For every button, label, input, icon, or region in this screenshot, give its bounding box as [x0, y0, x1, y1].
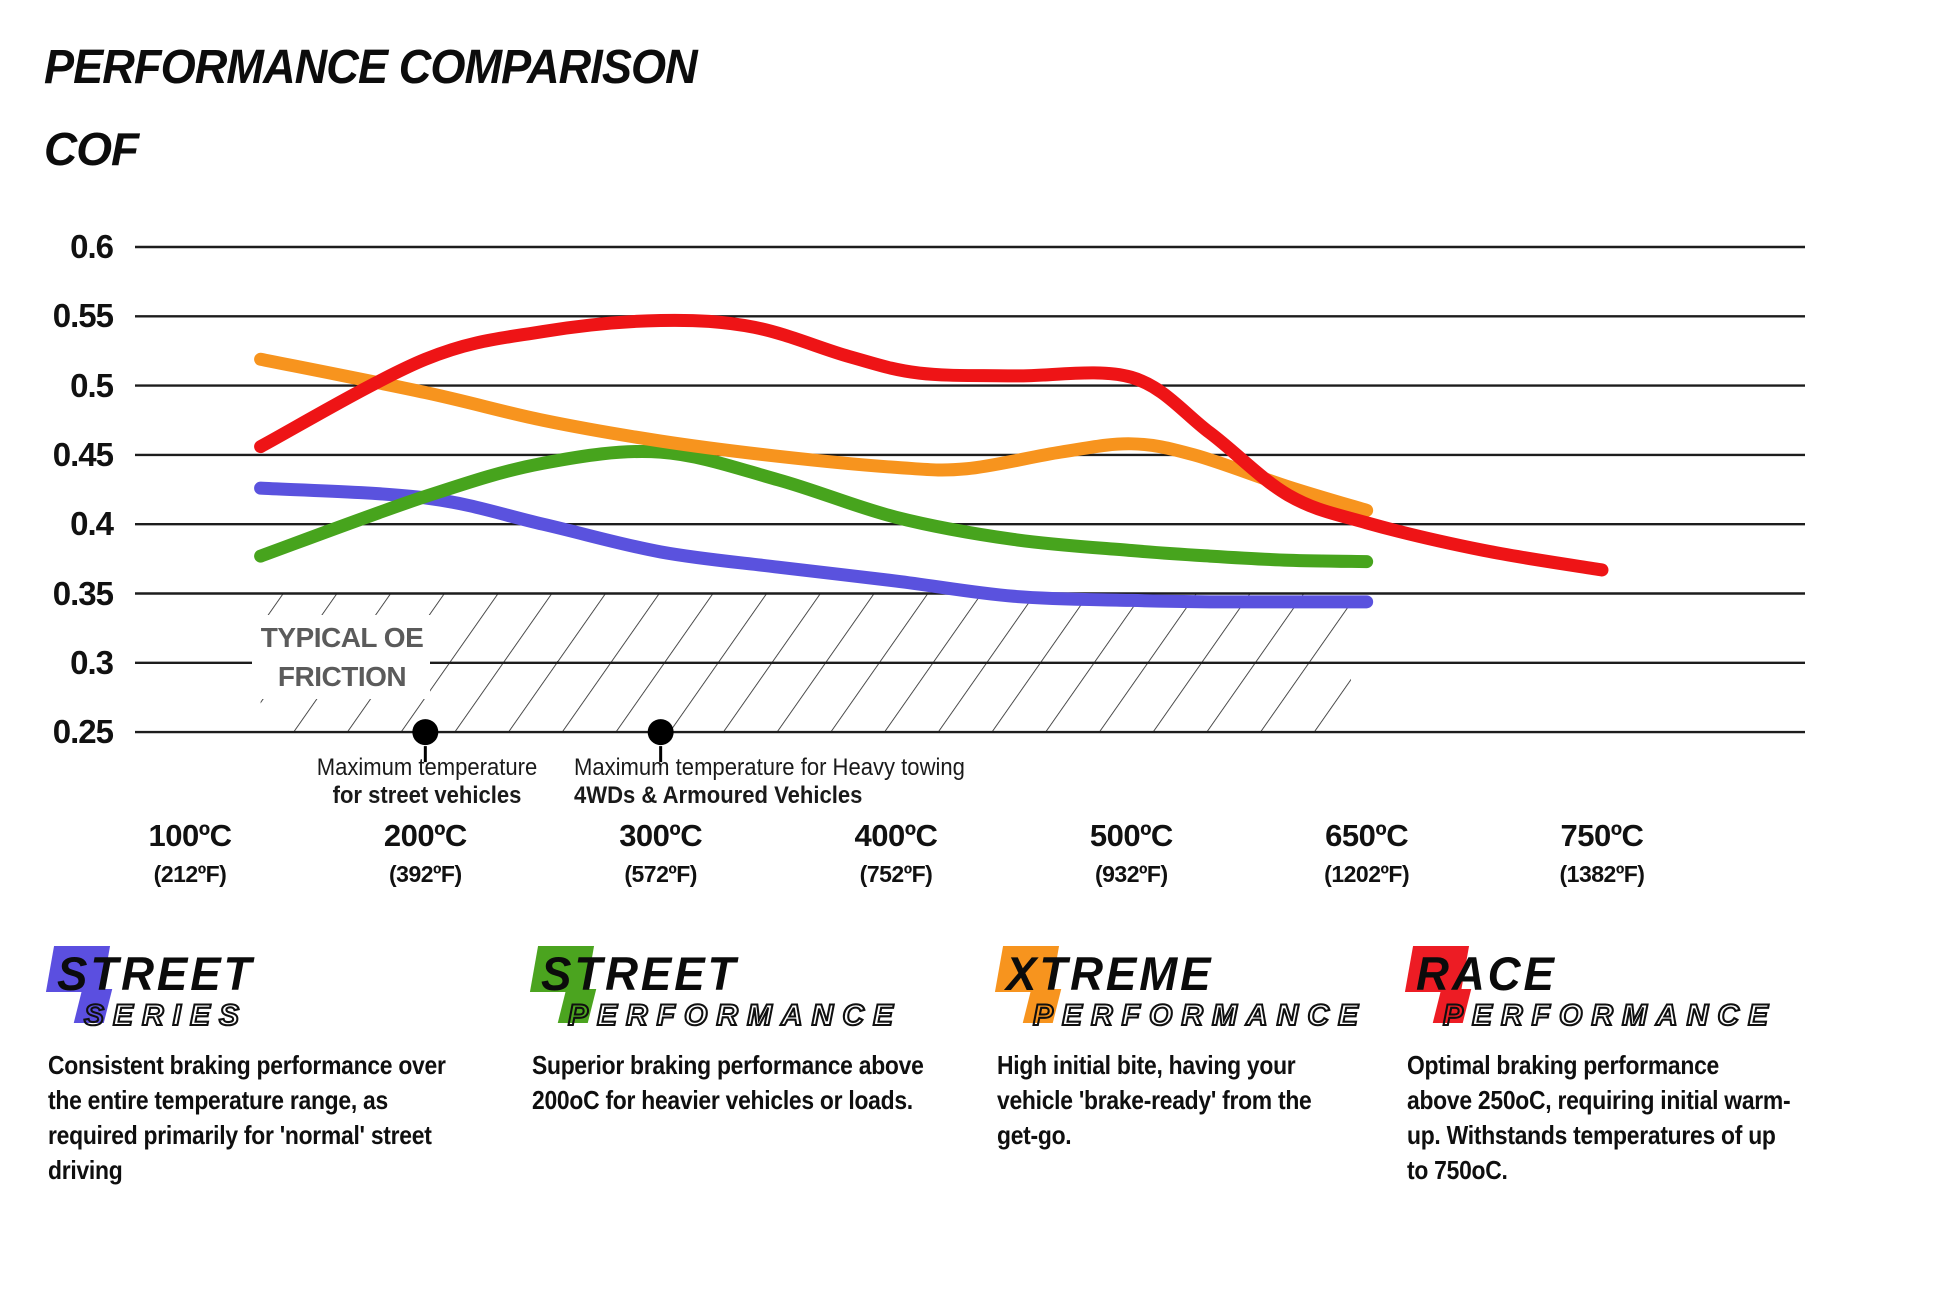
y-axis-title: COF: [44, 123, 139, 175]
y-tick-label-0.55: 0.55: [52, 297, 114, 335]
annotation-heavy-towing: Maximum temperature for Heavy towing 4WD…: [574, 754, 965, 810]
x-tick-label-300c: 300ºC (572ºF): [541, 818, 781, 888]
x-tick-label-400c: 400ºC (752ºF): [776, 818, 1016, 888]
x-tick-celsius: 200ºC: [383, 818, 467, 853]
street-series-word1: STREET: [57, 947, 255, 1000]
x-tick-label-650c: 650ºC (1202ºF): [1247, 818, 1487, 888]
x-tick-fahrenheit: (392ºF): [389, 861, 462, 887]
x-tick-celsius: 750ºC: [1560, 818, 1644, 853]
x-tick-fahrenheit: (1202ºF): [1324, 861, 1410, 887]
street-series-logo: STREET SERIES: [45, 944, 516, 1046]
street-series-word2: SERIES: [83, 998, 249, 1033]
y-tick-label-0.4: 0.4: [70, 505, 114, 543]
street-performance-logo: STREET PERFORMANCE: [529, 944, 1000, 1046]
race-performance-description: Optimal braking performance above 250oC,…: [1407, 1050, 1791, 1185]
x-tick-fahrenheit: (1382ºF): [1559, 861, 1645, 887]
oe-label-line2: FRICTION: [277, 661, 407, 692]
legend-street-series: STREET SERIES Consistent braking perform…: [45, 944, 516, 1185]
street-performance-word2: PERFORMANCE: [567, 998, 903, 1033]
y-tick-label-0.45: 0.45: [52, 435, 114, 473]
xtreme-performance-word1: XTREME: [1006, 947, 1214, 1000]
x-tick-fahrenheit: (932ºF): [1094, 861, 1168, 887]
street-performance-word1: STREET: [541, 947, 739, 1000]
race-performance-word1: RACE: [1416, 947, 1557, 1000]
annotation-street-vehicles-line1: Maximum temperature: [316, 754, 538, 781]
x-tick-celsius: 400ºC: [854, 818, 938, 853]
y-tick-label-0.35: 0.35: [52, 574, 114, 612]
oe-label-line1: TYPICAL OE: [260, 622, 424, 653]
x-tick-fahrenheit: (212ºF): [153, 861, 227, 887]
xtreme-performance-description: High initial bite, having your vehicle '…: [997, 1050, 1312, 1150]
x-tick-celsius: 300ºC: [619, 818, 703, 853]
y-tick-label-0.25: 0.25: [52, 713, 114, 751]
x-tick-fahrenheit: (572ºF): [624, 861, 697, 887]
annotation-heavy-towing-line1: Maximum temperature for Heavy towing: [574, 754, 965, 781]
typical-oe-friction-label: TYPICAL OE FRICTION: [249, 618, 435, 696]
xtreme-performance-logo: XTREME PERFORMANCE: [994, 944, 1465, 1046]
y-tick-label-0.5: 0.5: [70, 366, 114, 404]
y-tick-label-0.6: 0.6: [70, 228, 114, 265]
oe-label-halo: [252, 615, 430, 699]
series-curve-street-performance: [254, 444, 1374, 569]
x-tick-fahrenheit: (752ºF): [859, 861, 933, 887]
page-title: PERFORMANCE COMPARISON: [44, 41, 698, 94]
x-tick-label-500c: 500ºC (932ºF): [1011, 818, 1251, 888]
street-series-description: Consistent braking performance over the …: [48, 1050, 446, 1185]
oe-label-background: [252, 615, 430, 699]
legend-xtreme-performance: XTREME PERFORMANCE High initial bite, ha…: [994, 944, 1465, 1150]
y-tick-label-0.3: 0.3: [70, 643, 114, 681]
annotation-street-vehicles-line2: for street vehicles: [332, 782, 522, 809]
series-curve-xtreme-performance: [254, 352, 1374, 517]
annotation-markers: [412, 719, 674, 763]
x-tick-label-200c: 200ºC (392ºF): [305, 818, 545, 888]
xtreme-performance-word2: PERFORMANCE: [1032, 998, 1368, 1033]
annotation-dot-200c: [412, 719, 439, 746]
series-curves: [254, 313, 1609, 609]
street-performance-description: Superior braking performance above 200oC…: [532, 1050, 924, 1115]
series-curve-race-performance: [254, 313, 1609, 577]
series-curve-street-series: [254, 481, 1374, 609]
x-tick-celsius: 500ºC: [1089, 818, 1173, 853]
race-performance-word2: PERFORMANCE: [1442, 998, 1778, 1033]
x-tick-celsius: 100ºC: [148, 818, 232, 853]
annotation-heavy-towing-line2: 4WDs & Armoured Vehicles: [574, 782, 863, 809]
legend-race-performance: RACE PERFORMANCE Optimal braking perform…: [1404, 944, 1875, 1185]
annotation-dot-300c: [647, 719, 674, 746]
x-tick-celsius: 650ºC: [1325, 818, 1409, 853]
legend-street-performance: STREET PERFORMANCE Superior braking perf…: [529, 944, 1000, 1115]
annotation-street-vehicles: Maximum temperature for street vehicles: [317, 754, 538, 810]
x-tick-label-750c: 750ºC (1382ºF): [1482, 818, 1722, 888]
race-performance-logo: RACE PERFORMANCE: [1404, 944, 1875, 1046]
x-tick-label-100c: 100ºC (212ºF): [70, 818, 310, 888]
